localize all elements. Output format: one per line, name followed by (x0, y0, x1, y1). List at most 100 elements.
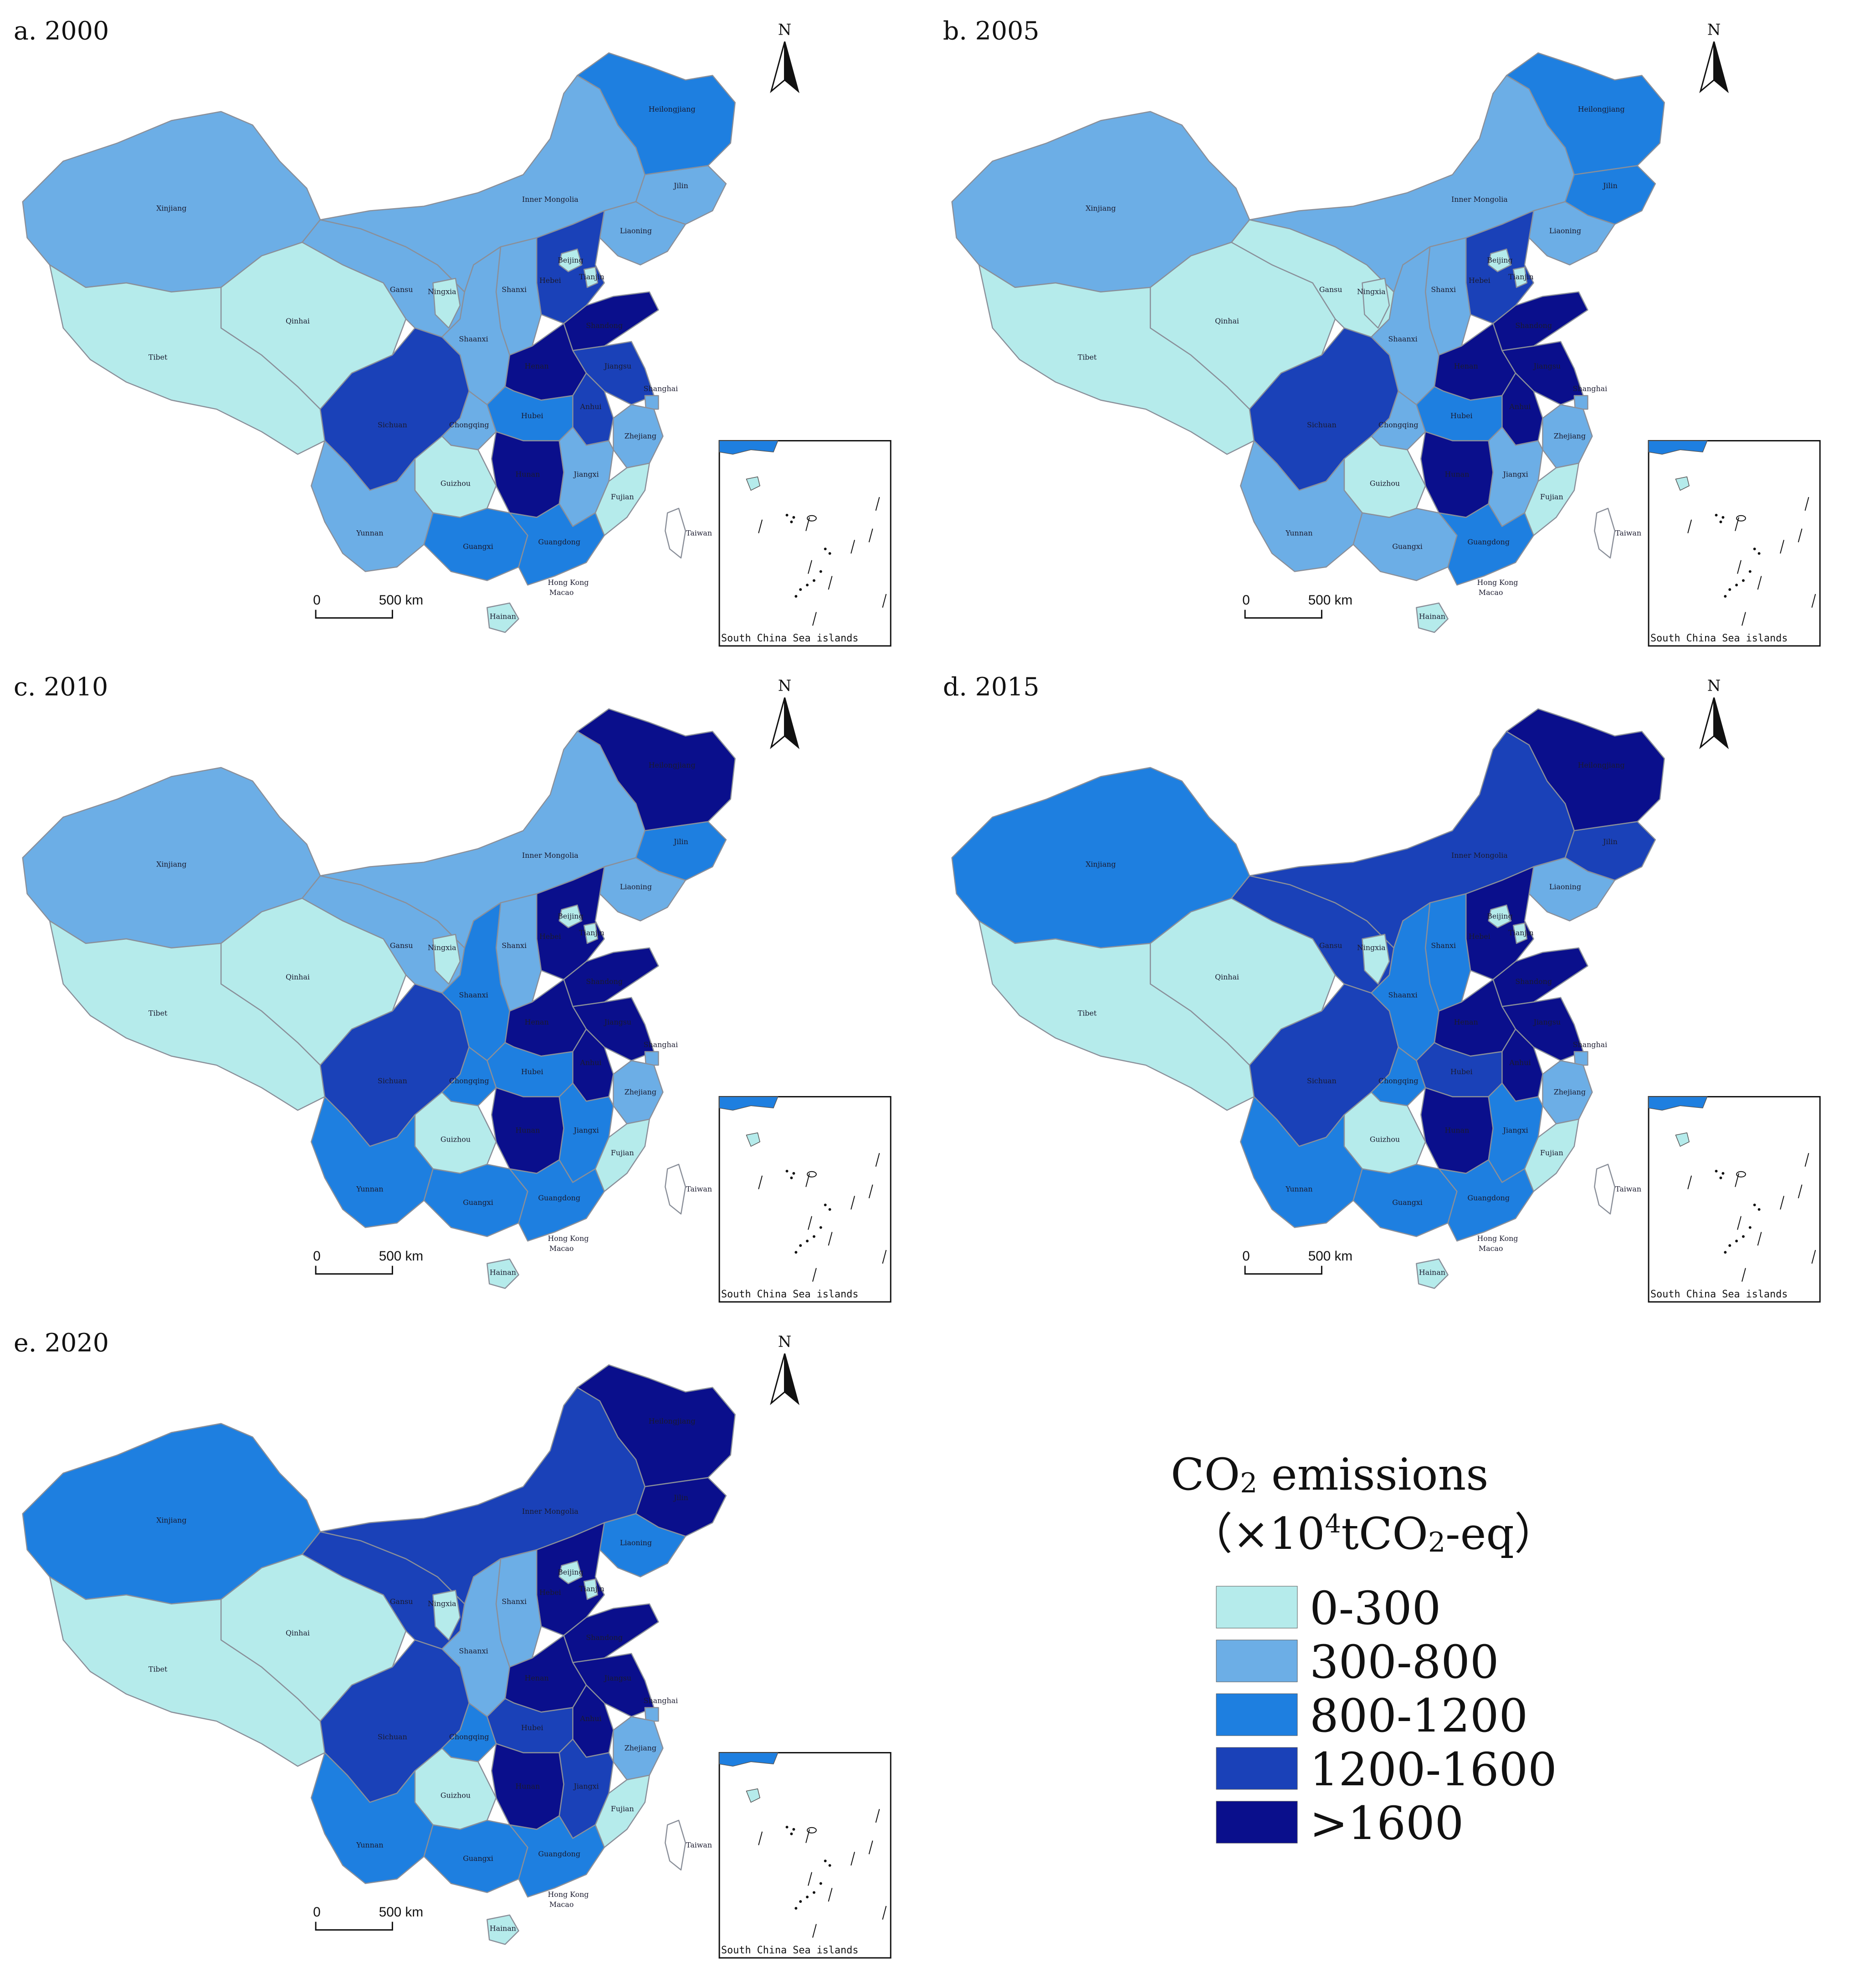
province-label: Guangxi (463, 1198, 493, 1207)
china-map (22, 1364, 736, 1945)
north-label: N (778, 21, 791, 39)
north-arrow-icon: N (1699, 21, 1729, 93)
province-ningxia (432, 277, 461, 329)
south-china-sea-inset: South China Sea islands (1648, 440, 1821, 647)
province-label: Hebei (539, 932, 561, 941)
province-label: Liaoning (620, 1538, 652, 1547)
province-label: Taiwan (686, 528, 712, 537)
province-label: Hunan (515, 1782, 540, 1791)
map-panel: b. 2005 Xinjiang Tibet Qinhai Inner Mongolia… (943, 16, 1821, 647)
province-zhejiang (613, 404, 664, 469)
province-label: Guizhou (1370, 1135, 1400, 1143)
province-label: Hainan (490, 1268, 516, 1276)
panel-title: d. 2015 (943, 672, 1040, 702)
province-beijing (1488, 904, 1512, 928)
province-label: Ningxia (428, 1599, 456, 1608)
province-label: Jiangsu (1533, 362, 1561, 370)
scale-distance: 500 km (379, 1249, 423, 1264)
province-label: Qinhai (286, 317, 310, 325)
legend-swatch (1216, 1693, 1298, 1736)
city-label: Hong Kong (1477, 1234, 1518, 1243)
province-fujian (1524, 462, 1579, 536)
province-label: Hainan (490, 612, 516, 620)
province-label: Yunnan (356, 528, 383, 537)
province-label: Jilin (673, 181, 688, 190)
province-label: Chongqing (449, 1076, 489, 1085)
province-labels: Xinjiang Tibet Qinhai Inner Mongolia Heilong… (1078, 105, 1641, 621)
province-label: Guangdong (538, 1194, 580, 1202)
province-label: Zhejiang (625, 432, 656, 441)
scale-distance: 500 km (379, 1905, 423, 1920)
scale-bar: 0 500 km (313, 593, 423, 619)
province-label: Fujian (611, 1148, 634, 1157)
province-taiwan (665, 1163, 686, 1215)
north-arrow-icon: N (770, 1333, 799, 1405)
inset-caption: South China Sea islands (1650, 1289, 1788, 1300)
province-label: Yunnan (1285, 528, 1312, 537)
south-china-sea-inset: South China Sea islands (1648, 1096, 1821, 1303)
north-label: N (778, 677, 791, 695)
province-label: Liaoning (620, 226, 652, 235)
province-liaoning (1528, 201, 1616, 266)
province-label: Heilongjiang (1578, 761, 1625, 769)
province-liaoning (599, 857, 686, 922)
province-label: Hunan (1444, 470, 1469, 479)
province-label: Shandong (586, 321, 623, 330)
province-label: Hunan (515, 1126, 540, 1135)
scale-bar: 0 500 km (313, 1249, 423, 1275)
legend-label: 300-800 (1310, 1635, 1499, 1689)
province-label: Shandong (1515, 321, 1552, 330)
province-label: Henan (525, 1018, 549, 1026)
province-label: Jilin (673, 1493, 688, 1502)
province-label: Chongqing (1378, 1076, 1419, 1085)
province-label: Jilin (1602, 837, 1618, 846)
province-label: Jiangsu (604, 1674, 632, 1682)
province-tianjin (583, 1578, 599, 1600)
province-label: Tibet (149, 353, 168, 361)
province-beijing (558, 1560, 583, 1584)
china-map (951, 52, 1665, 633)
province-liaoning (599, 201, 686, 266)
province-taiwan (665, 1819, 686, 1871)
map-panel: d. 2015 Xinjiang Tibet Qinhai Inner Mongolia… (943, 672, 1821, 1303)
province-guangdong (509, 503, 605, 586)
province-liaoning (1528, 857, 1616, 922)
province-fujian (594, 1774, 650, 1848)
province-label: Sichuan (1307, 420, 1337, 429)
province-label: Yunnan (356, 1184, 383, 1193)
province-label: Yunnan (1285, 1184, 1312, 1193)
province-label: Shaanxi (459, 991, 488, 999)
province-label: Qinhai (1215, 317, 1239, 325)
province-label: Chongqing (449, 1732, 489, 1741)
province-label: Taiwan (686, 1840, 712, 1849)
province-label: Taiwan (1615, 1184, 1641, 1193)
province-label: Sichuan (378, 1076, 407, 1085)
province-label: Taiwan (1615, 528, 1641, 537)
province-fujian (594, 1118, 650, 1192)
province-label: Jiangsu (1533, 1018, 1561, 1026)
province-label: Fujian (611, 492, 634, 501)
province-ningxia (432, 933, 461, 985)
province-label: Ningxia (1357, 943, 1386, 952)
legend-label: 800-1200 (1310, 1689, 1528, 1742)
city-label: Hong Kong (548, 578, 589, 587)
province-label: Tibet (149, 1665, 168, 1673)
province-zhejiang (1542, 404, 1593, 469)
province-label: Shaanxi (1388, 335, 1418, 343)
province-label: Guangdong (1467, 1194, 1510, 1202)
province-label: Chongqing (449, 420, 489, 429)
province-label: Hubei (521, 1067, 543, 1076)
province-label: Guizhou (440, 1135, 471, 1143)
province-label: Ningxia (428, 287, 456, 296)
province-label: Anhui (579, 1058, 601, 1067)
city-label: Hong Kong (548, 1890, 589, 1899)
province-tianjin (583, 266, 599, 288)
province-label: Sichuan (378, 1732, 407, 1741)
province-label: Guangxi (463, 542, 493, 551)
province-label: Beijing (1487, 256, 1512, 264)
province-label: Hubei (521, 411, 543, 420)
province-label: Liaoning (620, 882, 652, 891)
province-beijing (1488, 248, 1512, 272)
province-label: Hebei (539, 1588, 561, 1597)
province-fujian (594, 462, 650, 536)
